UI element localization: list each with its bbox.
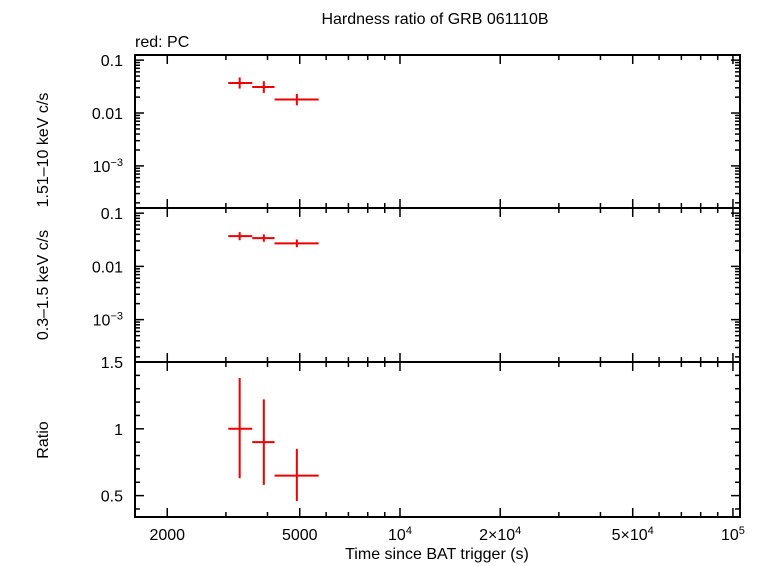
x-tick-label: 2×104 bbox=[479, 525, 521, 544]
x-tick-label: 5000 bbox=[282, 527, 318, 544]
y-tick-label: 0.01 bbox=[92, 259, 123, 276]
y-axis-label: 0.3–1.5 keV c/s bbox=[35, 230, 52, 340]
y-tick-label: 0.01 bbox=[92, 106, 123, 123]
chart-title: Hardness ratio of GRB 061110B bbox=[321, 11, 548, 28]
panel-hard: 0.1 0.01 10−3 1.51–10 keV c/s bbox=[35, 53, 741, 209]
y-tick-label: 1 bbox=[114, 422, 123, 439]
panel-ratio: 1.5 1 0.5 Ratio bbox=[35, 355, 741, 518]
panel-frame bbox=[134, 54, 741, 209]
y-tick-label: 0.1 bbox=[101, 206, 123, 223]
x-axis-label: Time since BAT trigger (s) bbox=[345, 546, 529, 563]
panel-frame bbox=[134, 207, 741, 363]
x-tick-label: 2000 bbox=[149, 527, 185, 544]
y-axis-label: 1.51–10 keV c/s bbox=[35, 93, 52, 208]
y-tick-label: 10−3 bbox=[93, 311, 123, 330]
panel-soft: 0.1 0.01 10−3 0.3–1.5 keV c/s bbox=[35, 206, 741, 363]
y-tick-label: 1.5 bbox=[101, 355, 123, 372]
panels-group: 0.1 0.01 10−3 1.51–10 keV c/s 0.1 0.01 10−3 0.3… bbox=[35, 53, 745, 544]
panel-frame bbox=[134, 361, 741, 518]
y-tick-label: 0.1 bbox=[101, 53, 123, 70]
legend-note: red: PC bbox=[135, 34, 189, 51]
x-tick-label: 104 bbox=[388, 525, 412, 544]
y-tick-label: 10−3 bbox=[93, 157, 123, 176]
x-tick-label: 5×104 bbox=[612, 525, 654, 544]
x-tick-label: 105 bbox=[721, 525, 745, 544]
y-axis-label: Ratio bbox=[35, 421, 52, 458]
y-tick-label: 0.5 bbox=[101, 489, 123, 506]
